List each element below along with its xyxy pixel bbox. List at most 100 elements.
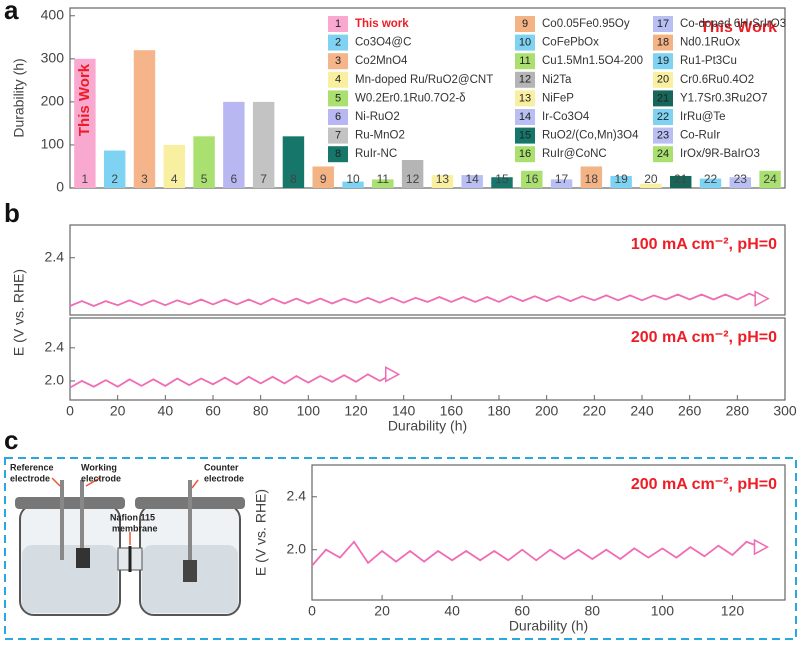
x-tick-label: 7 bbox=[260, 172, 267, 186]
x-tick-label: 23 bbox=[734, 172, 748, 186]
x-tick-label: 280 bbox=[726, 403, 750, 419]
legend-label: Ni2Ta bbox=[542, 74, 572, 86]
legend-swatch bbox=[515, 34, 535, 51]
bar bbox=[521, 170, 543, 188]
end-marker bbox=[385, 366, 401, 383]
legend-label: Co2MnO4 bbox=[355, 55, 408, 67]
legend-swatch bbox=[328, 53, 348, 70]
legend-label: RuO2/(Co,Mn)3O4 bbox=[542, 130, 639, 142]
bar bbox=[133, 50, 156, 188]
legend-label: Co0.05Fe0.95Oy bbox=[542, 18, 630, 30]
legend-number: 21 bbox=[657, 92, 669, 104]
cell-cap bbox=[15, 497, 125, 509]
x-tick-label: 60 bbox=[205, 403, 221, 419]
x-tick-label: 200 bbox=[535, 403, 559, 419]
bar bbox=[699, 178, 722, 188]
x-tick-label: 120 bbox=[344, 403, 368, 419]
legend-label: Co-RuIr bbox=[680, 130, 720, 142]
x-tick-label: 0 bbox=[308, 603, 316, 619]
bar bbox=[729, 177, 752, 188]
data-line bbox=[69, 373, 393, 389]
panel-frame bbox=[4, 457, 797, 640]
legend-swatch bbox=[653, 34, 673, 51]
pointer bbox=[51, 477, 61, 487]
y-tick-label: 400 bbox=[41, 6, 65, 22]
annotation: 200 mA cm⁻², pH=0 bbox=[631, 476, 777, 493]
legend-swatch bbox=[653, 53, 673, 70]
legend-number: 17 bbox=[657, 18, 669, 30]
legend-label: RuIr@CoNC bbox=[542, 148, 607, 160]
illustration-label: Counter bbox=[204, 462, 239, 472]
legend-swatch bbox=[328, 127, 348, 144]
legend-label: IrRu@Te bbox=[680, 111, 726, 123]
legend-number: 18 bbox=[657, 37, 669, 49]
legend-swatch bbox=[515, 71, 535, 88]
legend-label: NiFeP bbox=[542, 92, 574, 104]
legend-swatch bbox=[515, 109, 535, 125]
legend-swatch bbox=[653, 71, 673, 88]
plot-frame bbox=[69, 7, 786, 189]
legend-swatch bbox=[515, 16, 535, 32]
bar bbox=[312, 166, 334, 188]
x-tick-label: 220 bbox=[583, 403, 607, 419]
y-tick-label: 2.4 bbox=[45, 248, 65, 264]
legend-number: 15 bbox=[519, 130, 531, 142]
legend-swatch bbox=[653, 90, 673, 107]
legend-swatch bbox=[328, 146, 348, 163]
legend-label: Cu1.5Mn1.5O4-200 bbox=[542, 55, 643, 67]
y-axis-label: Durability (h) bbox=[11, 58, 27, 137]
annotation: This Work bbox=[700, 19, 777, 36]
legend-number: 3 bbox=[335, 55, 341, 67]
x-axis-label: Durability (h) bbox=[509, 618, 588, 634]
bar bbox=[193, 136, 215, 188]
bar-annotation: This Work bbox=[76, 63, 93, 136]
legend-label: Co-doped 6H-SrIrO3 bbox=[680, 18, 786, 30]
legend-number: 7 bbox=[335, 130, 341, 142]
legend-label: Cr0.6Ru0.4O2 bbox=[680, 74, 754, 86]
legend-label: Y1.7Sr0.3Ru2O7 bbox=[680, 92, 768, 104]
legend-number: 20 bbox=[657, 74, 669, 86]
y-tick-label: 2.4 bbox=[45, 339, 65, 355]
bar bbox=[580, 166, 603, 188]
x-tick-label: 11 bbox=[377, 172, 390, 186]
x-tick-label: 1 bbox=[82, 172, 89, 186]
x-tick-label: 22 bbox=[704, 172, 718, 186]
y-tick-label: 2.0 bbox=[287, 540, 307, 556]
x-tick-label: 17 bbox=[555, 172, 569, 186]
bar bbox=[431, 175, 454, 188]
legend-swatch bbox=[653, 146, 673, 163]
y-tick-label: 100 bbox=[41, 136, 65, 152]
x-tick-label: 3 bbox=[141, 172, 148, 186]
x-tick-label: 9 bbox=[320, 172, 327, 186]
end-marker bbox=[753, 538, 770, 556]
x-tick-label: 8 bbox=[290, 172, 297, 186]
illustration-label: electrode bbox=[81, 473, 121, 483]
plot-frame bbox=[69, 224, 786, 316]
bar bbox=[550, 179, 573, 188]
legend-label: Ru1-Pt3Cu bbox=[680, 55, 737, 67]
bar bbox=[670, 175, 692, 188]
legend-number: 12 bbox=[519, 74, 531, 86]
plot-frame bbox=[69, 317, 786, 401]
bar bbox=[759, 170, 781, 188]
illustration-label: membrane bbox=[112, 523, 158, 533]
legend-number: 1 bbox=[335, 18, 341, 30]
x-tick-label: 60 bbox=[514, 603, 530, 619]
y-tick-label: 2.4 bbox=[287, 487, 307, 503]
legend-label: Nd0.1RuOx bbox=[680, 37, 740, 49]
legend-swatch bbox=[328, 34, 348, 51]
x-tick-label: 20 bbox=[110, 403, 126, 419]
x-tick-label: 80 bbox=[585, 603, 601, 619]
legend-swatch bbox=[328, 109, 348, 125]
x-tick-label: 180 bbox=[487, 403, 511, 419]
annotation: 100 mA cm⁻², pH=0 bbox=[631, 236, 777, 253]
x-tick-label: 40 bbox=[444, 603, 460, 619]
cell-illustration: Reference electrode Working electrode Co… bbox=[10, 462, 245, 616]
legend-label: Ru-MnO2 bbox=[355, 130, 405, 142]
legend-number: 4 bbox=[335, 74, 341, 86]
bar bbox=[252, 101, 275, 188]
x-tick-label: 19 bbox=[614, 172, 628, 186]
legend-label: This work bbox=[355, 18, 409, 30]
data-line bbox=[311, 540, 761, 567]
panel-label: a bbox=[4, 0, 19, 25]
